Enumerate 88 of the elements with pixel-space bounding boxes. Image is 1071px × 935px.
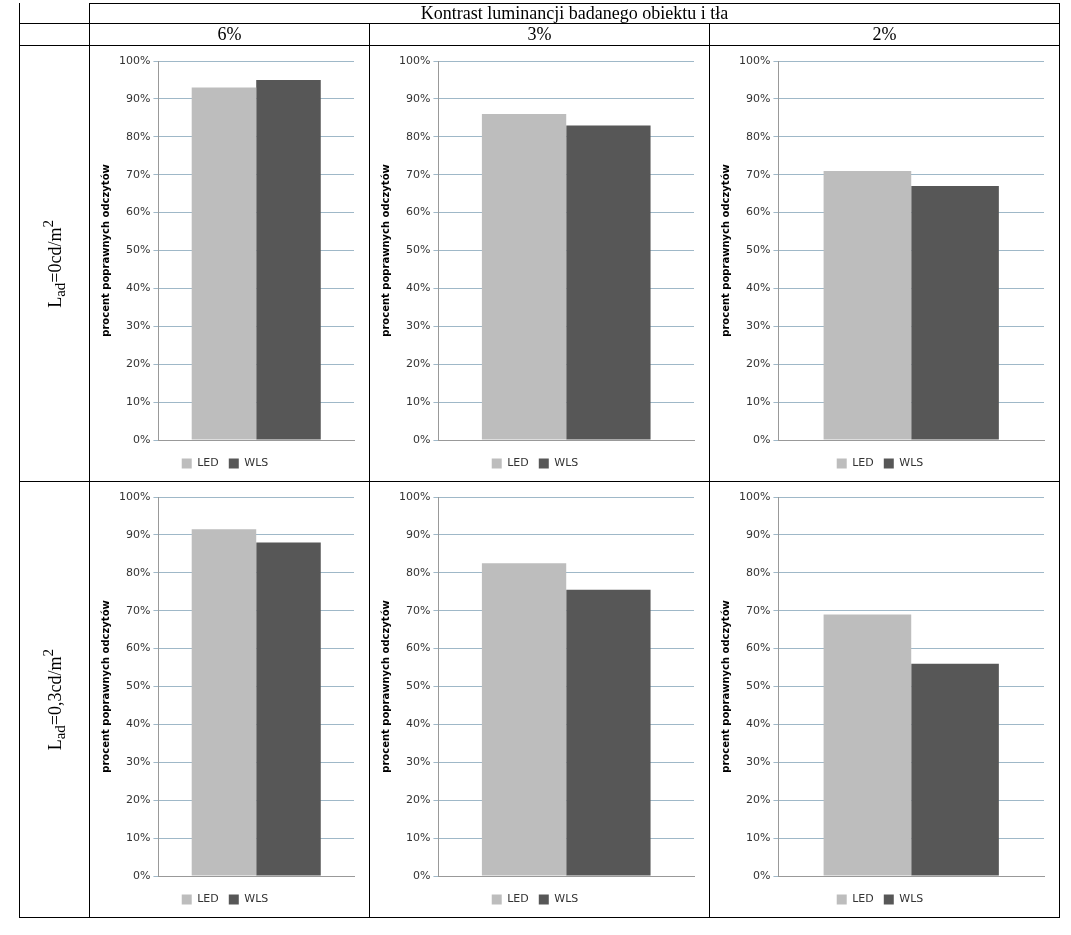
y-tick-label: 100% [398,489,430,503]
y-tick-label: 50% [745,242,770,256]
y-tick-label: 0% [752,868,770,882]
y-tick-label: 100% [118,53,150,67]
y-tick-label: 30% [125,754,150,768]
y-tick-label: 90% [125,527,150,541]
y-axis-title: procent poprawnych odczytów [379,599,391,773]
y-tick-label: 70% [745,167,770,181]
y-tick-label: 80% [125,565,150,579]
y-tick-label: 70% [125,603,150,617]
y-tick-label: 40% [745,280,770,294]
y-tick-label: 60% [745,204,770,218]
legend-label: WLS [553,455,578,469]
y-tick-label: 30% [745,318,770,332]
text: 3% [369,23,710,46]
y-tick-label: 0% [412,868,430,882]
y-tick-label: 20% [745,792,770,806]
legend-label: WLS [898,891,923,905]
legend-label: LED [196,455,219,469]
y-tick-label: 40% [125,716,150,730]
y-tick-label: 80% [405,565,430,579]
legend-label: WLS [243,891,268,905]
y-tick-label: 30% [405,754,430,768]
y-tick-label: 0% [132,432,150,446]
legend-label: LED [506,891,529,905]
y-tick-label: 90% [405,527,430,541]
y-tick-label: 80% [745,565,770,579]
y-tick-label: 10% [745,394,770,408]
y-tick-label: 100% [738,53,770,67]
y-tick-label: 30% [405,318,430,332]
y-tick-label: 60% [405,204,430,218]
y-tick-label: 40% [745,716,770,730]
y-tick-label: 90% [125,91,150,105]
y-tick-label: 30% [125,318,150,332]
y-tick-label: 30% [745,754,770,768]
y-tick-label: 70% [405,167,430,181]
y-tick-label: 60% [125,640,150,654]
y-axis-title: procent poprawnych odczytów [99,599,111,773]
y-tick-label: 40% [125,280,150,294]
y-tick-label: 20% [125,356,150,370]
y-tick-label: 0% [752,432,770,446]
y-tick-label: 40% [405,716,430,730]
legend-label: LED [506,455,529,469]
y-tick-label: 80% [405,129,430,143]
y-tick-label: 70% [125,167,150,181]
y-tick-label: 90% [405,91,430,105]
y-tick-label: 60% [745,640,770,654]
legend-label: WLS [898,455,923,469]
y-tick-label: 10% [125,830,150,844]
y-axis-title: procent poprawnych odczytów [719,599,731,773]
y-tick-label: 50% [125,242,150,256]
legend-label: LED [196,891,219,905]
y-tick-label: 60% [125,204,150,218]
legend-label: LED [851,891,874,905]
y-tick-label: 20% [405,792,430,806]
y-tick-label: 80% [745,129,770,143]
legend-label: WLS [553,891,578,905]
y-tick-label: 10% [405,830,430,844]
y-tick-label: 50% [405,678,430,692]
y-tick-label: 20% [125,792,150,806]
legend-label: WLS [243,455,268,469]
y-tick-label: 60% [405,640,430,654]
y-tick-label: 70% [745,603,770,617]
y-axis-title: procent poprawnych odczytów [379,163,391,337]
text: 2% [709,23,1060,46]
y-tick-label: 10% [745,830,770,844]
y-tick-label: 10% [125,394,150,408]
y-tick-label: 20% [405,356,430,370]
y-tick-label: 0% [412,432,430,446]
y-tick-label: 50% [125,678,150,692]
text: Kontrast luminancji badanego obiektu i tła [89,3,1060,24]
y-tick-label: 70% [405,603,430,617]
y-tick-label: 100% [118,489,150,503]
y-tick-label: 20% [745,356,770,370]
y-tick-label: 90% [745,527,770,541]
y-tick-label: 100% [738,489,770,503]
y-tick-label: 10% [405,394,430,408]
y-tick-label: 80% [125,129,150,143]
y-axis-title: procent poprawnych odczytów [99,163,111,337]
y-tick-label: 50% [405,242,430,256]
y-tick-label: 50% [745,678,770,692]
y-tick-label: 40% [405,280,430,294]
y-tick-label: 100% [398,53,430,67]
y-axis-title: procent poprawnych odczytów [719,163,731,337]
text: 6% [89,23,370,46]
legend-label: LED [851,455,874,469]
y-tick-label: 0% [132,868,150,882]
y-tick-label: 90% [745,91,770,105]
